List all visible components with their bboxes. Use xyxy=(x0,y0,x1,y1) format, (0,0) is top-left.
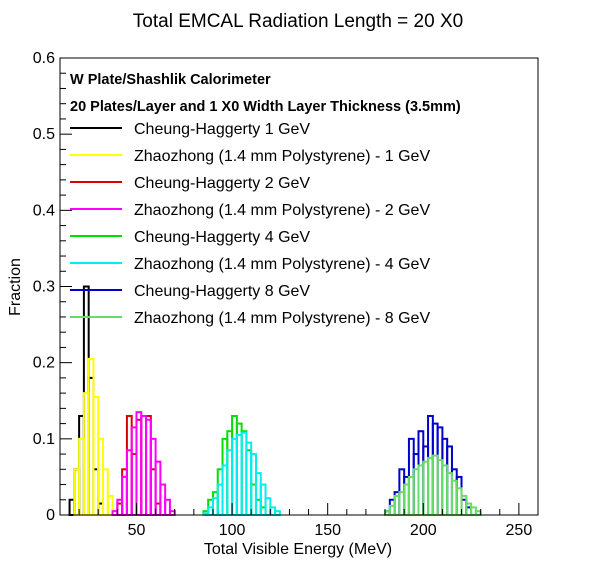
y-tick-label: 0.5 xyxy=(33,126,55,143)
legend-entry: Zhaozhong (1.4 mm Polystyrene) - 4 GeV xyxy=(70,256,430,273)
y-tick-label: 0.2 xyxy=(33,355,55,372)
x-tick-label: 100 xyxy=(219,522,246,539)
legend-label: Zhaozhong (1.4 mm Polystyrene) - 8 GeV xyxy=(134,310,430,327)
x-axis-label: Total Visible Energy (MeV) xyxy=(204,541,392,558)
legend-label: Cheung-Haggerty 4 GeV xyxy=(134,229,310,246)
x-tick-label: 150 xyxy=(314,522,341,539)
annotation-layer-thickness: 20 Plates/Layer and 1 X0 Width Layer Thi… xyxy=(70,99,461,115)
legend-entry: Cheung-Haggerty 4 GeV xyxy=(70,229,310,246)
legend-entry: Cheung-Haggerty 2 GeV xyxy=(70,175,310,192)
legend: Cheung-Haggerty 1 GeV Zhaozhong (1.4 mm P… xyxy=(70,121,430,327)
x-tick-label: 200 xyxy=(410,522,437,539)
chart-title: Total EMCAL Radiation Length = 20 X0 xyxy=(133,11,463,32)
series-7 xyxy=(384,454,482,517)
annotation-calorimeter: W Plate/Shashlik Calorimeter xyxy=(70,72,271,88)
x-tick-label: 250 xyxy=(506,522,533,539)
legend-entry: Cheung-Haggerty 1 GeV xyxy=(70,121,310,138)
y-tick-label: 0.4 xyxy=(33,202,55,219)
plot-area: 0 0.1 0.2 0.3 0.4 0.5 0.6 50 100 150 200 250 xyxy=(33,50,539,539)
legend-label: Cheung-Haggerty 2 GeV xyxy=(134,175,310,192)
legend-label: Zhaozhong (1.4 mm Polystyrene) - 4 GeV xyxy=(134,256,430,273)
y-tick-label: 0 xyxy=(46,507,55,524)
legend-label: Zhaozhong (1.4 mm Polystyrene) - 1 GeV xyxy=(134,148,430,165)
x-tick-label: 50 xyxy=(128,522,146,539)
legend-entry: Zhaozhong (1.4 mm Polystyrene) - 2 GeV xyxy=(70,202,430,219)
legend-label: Cheung-Haggerty 1 GeV xyxy=(134,121,310,138)
legend-entry: Zhaozhong (1.4 mm Polystyrene) - 8 GeV xyxy=(70,310,430,327)
legend-entry: Zhaozhong (1.4 mm Polystyrene) - 1 GeV xyxy=(70,148,430,165)
legend-entry: Cheung-Haggerty 8 GeV xyxy=(70,283,310,300)
y-tick-label: 0.1 xyxy=(33,431,55,448)
legend-label: Cheung-Haggerty 8 GeV xyxy=(134,283,310,300)
y-axis: 0 0.1 0.2 0.3 0.4 0.5 0.6 xyxy=(33,50,72,524)
y-axis-label: Fraction xyxy=(7,258,24,316)
y-tick-label: 0.6 xyxy=(33,50,55,67)
y-tick-label: 0.3 xyxy=(33,279,55,296)
x-axis: 50 100 150 200 250 xyxy=(59,503,539,539)
legend-label: Zhaozhong (1.4 mm Polystyrene) - 2 GeV xyxy=(134,202,430,219)
